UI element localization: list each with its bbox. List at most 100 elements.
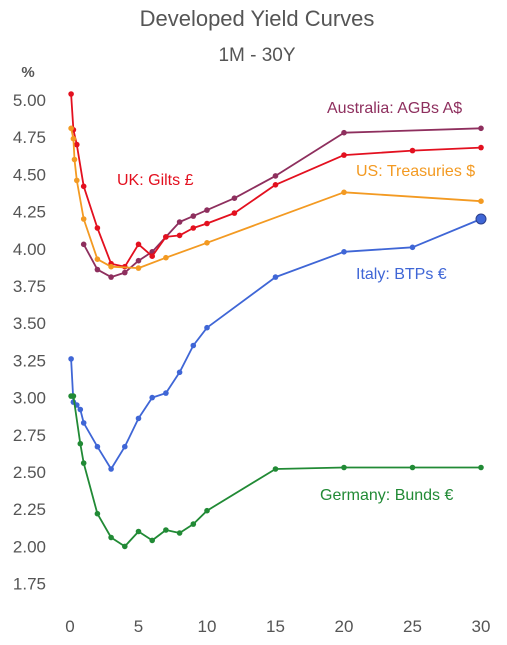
series-2: [68, 125, 484, 271]
data-point: [108, 263, 114, 270]
data-point: [70, 393, 77, 399]
series-labels: Australia: AGBs A$ UK: Gilts £ US: Treasur…: [117, 100, 475, 504]
y-tick-label: 2.50: [13, 463, 46, 482]
data-point: [341, 129, 347, 136]
data-point: [163, 390, 169, 396]
data-point: [409, 464, 416, 471]
data-point: [190, 521, 197, 527]
y-axis-unit-label: %: [21, 64, 34, 81]
data-point: [190, 342, 197, 349]
data-point: [68, 356, 74, 362]
data-point: [80, 420, 87, 426]
data-point: [272, 274, 279, 280]
y-tick-label: 3.75: [13, 277, 46, 296]
data-point: [80, 460, 87, 466]
data-point: [94, 510, 101, 517]
data-point: [231, 210, 238, 216]
data-point: [135, 241, 142, 248]
data-point: [163, 254, 169, 261]
y-tick-label: 2.75: [13, 426, 46, 445]
y-tick-label: 3.00: [13, 389, 46, 408]
series-label: Australia: AGBs A$: [327, 100, 462, 117]
data-point: [71, 156, 78, 163]
chart-subtitle: 1M - 30Y: [218, 45, 295, 66]
x-tick-label: 25: [403, 617, 422, 636]
data-point: [163, 527, 169, 533]
data-point: [204, 324, 210, 331]
chart-title: Developed Yield Curves: [140, 6, 375, 31]
x-tick-label: 5: [134, 617, 143, 636]
data-point: [190, 225, 197, 231]
series-label: Italy: BTPs €: [356, 266, 447, 283]
series-line: [70, 128, 482, 269]
data-point: [341, 464, 347, 471]
y-tick-label: 3.50: [13, 314, 46, 333]
data-point: [204, 507, 210, 514]
data-point: [108, 274, 114, 280]
data-point: [204, 207, 210, 213]
data-point: [149, 394, 155, 401]
data-point: [272, 182, 279, 188]
y-tick-label: 1.75: [13, 575, 46, 594]
data-point: [149, 253, 155, 259]
data-point: [68, 125, 74, 132]
data-point: [94, 256, 101, 263]
data-point: [122, 543, 128, 550]
y-tick-label: 4.75: [13, 128, 46, 147]
data-point: [74, 141, 80, 148]
data-point: [94, 225, 101, 231]
series-0: [80, 125, 484, 280]
data-point: [475, 213, 487, 225]
data-point: [341, 189, 347, 196]
series-4: [68, 393, 484, 550]
data-point: [163, 234, 169, 240]
x-tick-label: 10: [198, 617, 217, 636]
data-point: [272, 173, 279, 179]
data-point: [478, 464, 484, 471]
data-point: [409, 147, 416, 154]
data-point: [135, 415, 142, 422]
data-point: [204, 240, 210, 246]
data-point: [135, 257, 142, 264]
data-point: [341, 249, 347, 255]
data-point: [80, 183, 87, 190]
data-point: [231, 195, 238, 201]
data-point: [409, 244, 416, 251]
data-point: [68, 91, 74, 97]
data-point: [272, 466, 279, 472]
data-point: [135, 265, 142, 271]
y-tick-label: 3.25: [13, 351, 46, 370]
data-point: [94, 443, 101, 450]
y-tick-label: 2.25: [13, 500, 46, 519]
data-point: [149, 537, 155, 544]
data-point: [190, 213, 197, 219]
data-point: [108, 534, 114, 541]
y-axis-ticks: 1.75 2.00 2.25 2.50 2.75 3.00 3.25 3.50 3.75 4.00…: [13, 91, 46, 594]
series-label: Germany: Bunds €: [320, 487, 454, 504]
data-point: [135, 528, 142, 535]
data-point: [176, 530, 183, 536]
x-tick-label: 0: [65, 617, 74, 636]
data-point: [94, 266, 101, 273]
series-line: [70, 93, 482, 268]
x-tick-label: 30: [472, 617, 491, 636]
data-point: [478, 144, 484, 151]
data-point: [80, 216, 87, 222]
data-point: [77, 440, 84, 447]
y-tick-label: 4.25: [13, 203, 46, 222]
data-point: [74, 177, 80, 184]
x-axis-ticks: 0 5 10 15 20 25 30: [65, 617, 490, 636]
series-layer: [68, 91, 487, 550]
y-tick-label: 5.00: [13, 91, 46, 110]
series-1: [68, 91, 484, 270]
data-point: [80, 241, 87, 248]
data-point: [70, 135, 77, 142]
data-point: [176, 369, 183, 376]
data-point: [341, 152, 347, 158]
series-3: [68, 213, 487, 472]
y-tick-label: 4.00: [13, 240, 46, 259]
y-tick-label: 2.00: [13, 537, 46, 556]
data-point: [204, 220, 210, 227]
data-point: [77, 406, 84, 413]
